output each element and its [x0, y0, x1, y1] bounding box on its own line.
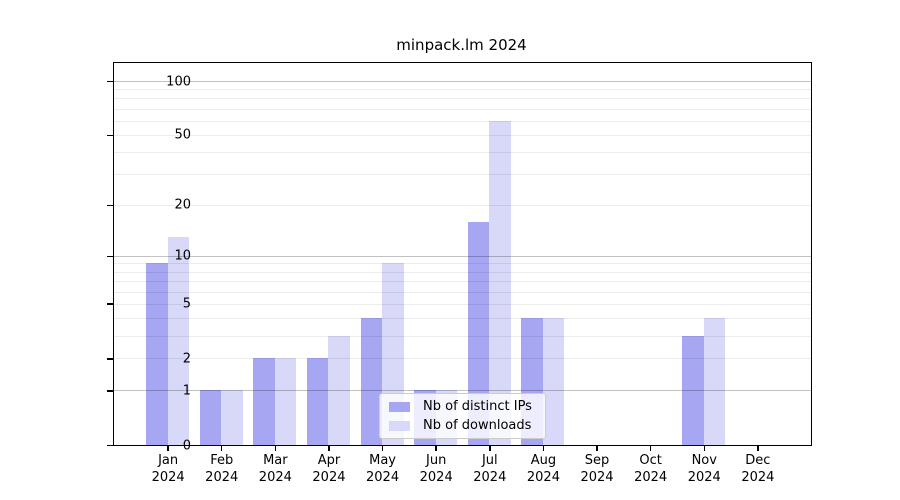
gridline-minor-5	[114, 303, 811, 305]
gridline-minor-90	[114, 89, 811, 91]
x-tick-label-jun: Jun 2024	[419, 453, 453, 485]
y-tick-20	[107, 204, 113, 207]
x-tick-sep	[596, 445, 598, 451]
bar-downloads-nov	[703, 318, 726, 445]
x-tick-dec	[757, 445, 759, 451]
x-tick-label-mar: Mar 2024	[258, 453, 292, 485]
bar-downloads-apr	[328, 335, 350, 445]
x-tick-label-dec: Dec 2024	[741, 453, 775, 485]
x-tick-label-feb: Feb 2024	[205, 453, 239, 485]
bar-downloads-jan	[167, 236, 190, 445]
gridline-minor-20	[114, 204, 811, 206]
plot-area	[113, 62, 812, 446]
legend-item-downloads: Nb of downloads	[389, 418, 536, 433]
y-tick-50	[107, 134, 113, 137]
x-tick-label-jul: Jul 2024	[473, 453, 507, 485]
bar-distinct-ips-apr	[307, 358, 329, 445]
bar-distinct-ips-jan	[146, 263, 168, 445]
y-tick-label-50: 50	[174, 127, 191, 143]
x-tick-may	[381, 445, 384, 451]
bar-distinct-ips-jul	[467, 221, 490, 445]
y-tick-label-0: 0	[182, 438, 191, 453]
x-tick-apr	[328, 445, 330, 451]
y-tick-label-2: 2	[182, 351, 191, 367]
gridline-minor-80	[114, 98, 811, 100]
x-tick-aug	[542, 445, 545, 451]
gridline-minor-40	[114, 152, 811, 154]
bar-downloads-jul	[489, 120, 511, 445]
gridline-major-100	[114, 81, 811, 83]
y-tick-1	[107, 390, 113, 392]
y-tick-0	[107, 444, 113, 447]
gridline-minor-6	[114, 291, 811, 293]
x-tick-label-oct: Oct 2024	[634, 453, 668, 485]
legend-swatch-downloads	[389, 420, 410, 431]
chart-title: minpack.lm 2024	[396, 36, 527, 54]
bar-distinct-ips-may	[360, 318, 383, 445]
gridline-minor-50	[114, 134, 811, 136]
x-tick-jan	[167, 445, 169, 451]
gridline-minor-8	[114, 271, 811, 273]
y-tick-2	[107, 358, 113, 360]
gridline-major-10	[114, 255, 811, 257]
x-tick-label-nov: Nov 2024	[687, 453, 721, 485]
gridline-minor-60	[114, 120, 811, 122]
legend-label-distinct-ips: Nb of distinct IPs	[423, 399, 532, 414]
bar-downloads-aug	[542, 318, 565, 445]
x-tick-label-jan: Jan 2024	[151, 453, 185, 485]
x-tick-label-sep: Sep 2024	[580, 453, 614, 485]
x-tick-oct	[649, 445, 652, 451]
y-tick-label-5: 5	[182, 296, 191, 312]
gridline-minor-70	[114, 108, 811, 110]
legend-item-distinct-ips: Nb of distinct IPs	[389, 399, 536, 414]
gridline-minor-4	[114, 318, 811, 320]
x-tick-nov	[703, 445, 706, 451]
y-tick-100	[107, 80, 113, 83]
bar-downloads-feb	[221, 390, 243, 445]
bar-distinct-ips-mar	[253, 358, 275, 445]
x-tick-feb	[220, 445, 223, 451]
x-tick-jul	[489, 445, 491, 451]
x-tick-mar	[274, 445, 277, 451]
y-tick-10	[107, 255, 113, 258]
bar-distinct-ips-feb	[199, 390, 222, 445]
legend: Nb of distinct IPs Nb of downloads	[379, 393, 546, 439]
legend-swatch-distinct-ips	[389, 401, 410, 412]
bar-downloads-mar	[274, 358, 297, 445]
y-tick-label-20: 20	[174, 197, 191, 213]
gridline-minor-3	[114, 335, 811, 337]
x-tick-label-apr: Apr 2024	[312, 453, 346, 485]
gridline-minor-7	[114, 281, 811, 283]
y-tick-label-1: 1	[182, 383, 191, 399]
bar-distinct-ips-nov	[682, 335, 704, 445]
legend-label-downloads: Nb of downloads	[423, 418, 532, 433]
gridline-minor-2	[114, 358, 811, 360]
x-tick-jun	[435, 445, 437, 451]
gridline-minor-9	[114, 263, 811, 265]
x-tick-label-may: May 2024	[366, 453, 400, 485]
gridline-minor-30	[114, 174, 811, 176]
x-tick-label-aug: Aug 2024	[526, 453, 560, 485]
gridline-major-1	[114, 390, 811, 392]
y-tick-5	[107, 303, 113, 305]
y-tick-label-100: 100	[166, 74, 191, 90]
y-tick-label-10: 10	[174, 248, 191, 264]
